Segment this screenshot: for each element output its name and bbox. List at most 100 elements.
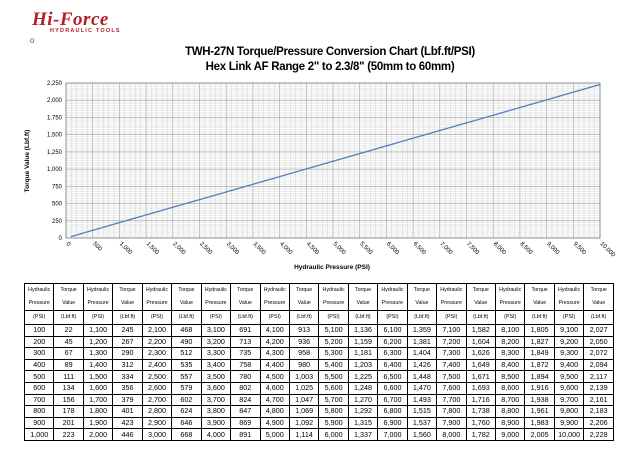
x-tick-label: 6,500 <box>412 241 427 256</box>
x-tick-label: 6,000 <box>385 241 400 256</box>
torque-cell: 824 <box>230 393 261 407</box>
header-pressure-cell: Hydraulic <box>200 283 232 297</box>
torque-cell: 401 <box>112 405 143 418</box>
torque-cell: 45 <box>53 335 84 349</box>
torque-cell: 1,938 <box>524 393 555 407</box>
pressure-cell: 6,600 <box>377 381 408 395</box>
torque-cell: 780 <box>230 370 261 383</box>
pressure-cell: 8,300 <box>494 347 526 360</box>
header-pressure-cell: (PSI) <box>318 310 349 325</box>
header-pressure-cell: (PSI) <box>494 310 526 325</box>
pressure-cell: 4,200 <box>259 335 290 349</box>
torque-cell: 1,315 <box>347 416 379 430</box>
plot-border <box>65 82 601 239</box>
pressure-cell: 4,300 <box>259 347 290 360</box>
pressure-cell: 5,800 <box>318 405 349 418</box>
pressure-cell: 8,100 <box>494 324 526 337</box>
pressure-cell: 7,000 <box>377 428 408 441</box>
x-tick-label: 10,000 <box>599 241 617 259</box>
logo-wordmark: Hi-Force <box>32 9 109 30</box>
table-row: 500 111 1,500 334 2,500 557 3,500 780 4,500 1,003… <box>23 370 614 383</box>
y-tick-label: 2,000 <box>47 98 63 104</box>
torque-cell: 713 <box>230 335 261 349</box>
pressure-cell: 8,600 <box>494 381 526 395</box>
y-tick-label: 1,750 <box>47 115 63 121</box>
header-pressure-cell: Pressure <box>494 297 526 311</box>
torque-cell: 1,404 <box>406 347 438 360</box>
header-pressure-cell: (PSI) <box>82 310 114 325</box>
pressure-cell: 1,600 <box>82 381 114 395</box>
torque-cell: 178 <box>53 405 84 418</box>
torque-cell: 156 <box>53 393 84 407</box>
header-pressure-cell: (PSI) <box>553 310 585 325</box>
torque-cell: 1,225 <box>347 370 379 383</box>
header-pressure-cell: Pressure <box>318 297 349 311</box>
x-axis-label: Hydraulic Pressure (PSI) <box>294 264 370 271</box>
chart-series <box>70 83 601 238</box>
header-torque-cell: Torque <box>230 283 261 297</box>
torque-cell: 891 <box>230 428 261 441</box>
torque-cell: 1,381 <box>406 335 438 349</box>
torque-pressure-chart: 0 250 500 750 1,000 1,250 1,500 1,750 2,000 2,250… <box>24 81 617 271</box>
pressure-cell: 3,300 <box>200 347 232 360</box>
header-pressure-cell: Pressure <box>553 297 585 311</box>
header-pressure-cell: Hydraulic <box>318 283 349 297</box>
pressure-cell: 3,100 <box>200 324 232 337</box>
table-body: 100 22 1,100 245 2,100 468 3,100 691 4,100 913 5,1… <box>23 324 614 441</box>
pressure-cell: 8,000 <box>436 428 467 441</box>
torque-cell: 356 <box>112 381 143 395</box>
pressure-cell: 2,900 <box>141 416 173 430</box>
header-torque-cell: Torque <box>406 283 438 297</box>
header-torque-cell: (Lbf.ft) <box>230 310 261 325</box>
pressure-cell: 3,700 <box>200 393 232 407</box>
torque-cell: 1,560 <box>406 428 438 441</box>
pressure-cell: 8,400 <box>494 358 526 372</box>
pressure-cell: 9,800 <box>553 405 585 418</box>
header-pressure-cell: (PSI) <box>436 310 467 325</box>
header-pressure-cell: Hydraulic <box>553 283 585 297</box>
pressure-cell: 4,800 <box>259 405 290 418</box>
pressure-cell: 7,800 <box>436 405 467 418</box>
torque-cell: 1,337 <box>347 428 379 441</box>
x-tick-label: 0 <box>65 241 72 248</box>
torque-cell: 958 <box>288 347 320 360</box>
torque-cell: 1,916 <box>524 381 555 395</box>
pressure-cell: 2,800 <box>141 405 173 418</box>
data-point <box>546 99 548 101</box>
x-tick-label: 2,000 <box>171 241 186 256</box>
pressure-cell: 400 <box>23 358 55 372</box>
torque-cell: 245 <box>112 324 143 337</box>
table-row: 100 22 1,100 245 2,100 468 3,100 691 4,100 913 5,1… <box>23 324 614 337</box>
torque-cell: 490 <box>171 335 202 349</box>
header-torque-cell: Value <box>524 297 555 311</box>
pressure-cell: 5,300 <box>318 347 349 360</box>
pressure-cell: 700 <box>23 393 55 407</box>
torque-cell: 1,582 <box>465 324 497 337</box>
torque-cell: 668 <box>171 428 202 441</box>
torque-cell: 1,270 <box>347 393 379 407</box>
pressure-cell: 1,900 <box>82 416 114 430</box>
torque-cell: 1,426 <box>406 358 438 372</box>
pressure-cell: 7,300 <box>436 347 467 360</box>
torque-cell: 691 <box>230 324 261 337</box>
y-tick-label: 1,000 <box>47 167 63 173</box>
pressure-cell: 1,800 <box>82 405 114 418</box>
y-tick-label: 1,500 <box>47 133 63 139</box>
x-tick-label: 9,000 <box>545 241 560 256</box>
table-header: Hydraulic Torque Hydraulic Torque Hydraulic T… <box>23 283 614 325</box>
pressure-cell: 1,700 <box>82 393 114 407</box>
torque-cell: 512 <box>171 347 202 360</box>
pressure-cell: 300 <box>23 347 55 360</box>
torque-cell: 1,292 <box>347 405 379 418</box>
header-pressure-cell: Hydraulic <box>436 283 467 297</box>
pressure-cell: 1,400 <box>82 358 114 372</box>
torque-cell: 579 <box>171 381 202 395</box>
pressure-cell: 3,500 <box>200 370 232 383</box>
pressure-cell: 9,900 <box>553 416 585 430</box>
header-torque-cell: Value <box>230 297 261 311</box>
torque-cell: 134 <box>53 381 84 395</box>
header-pressure-cell: Hydraulic <box>23 283 55 297</box>
torque-cell: 802 <box>230 381 261 395</box>
pressure-cell: 6,200 <box>377 335 408 349</box>
x-tick-label: 3,000 <box>225 241 240 256</box>
